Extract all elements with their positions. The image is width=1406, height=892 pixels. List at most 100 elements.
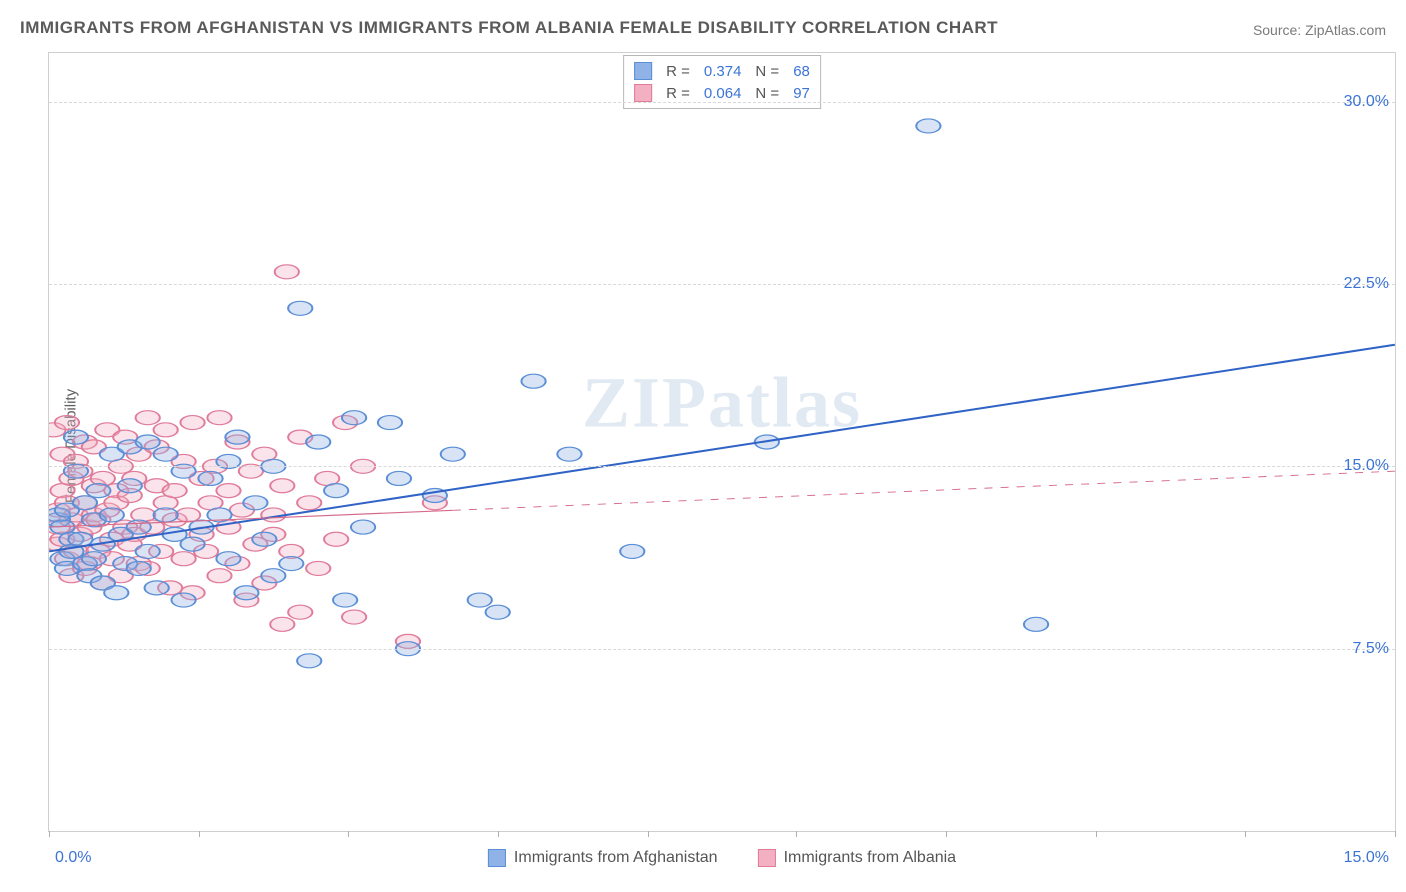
scatter-point xyxy=(154,447,178,461)
scatter-point xyxy=(288,301,312,315)
swatch-albania xyxy=(634,84,652,102)
chart-title: IMMIGRANTS FROM AFGHANISTAN VS IMMIGRANT… xyxy=(20,18,998,38)
legend-label-afghanistan: Immigrants from Afghanistan xyxy=(514,849,718,867)
scatter-point xyxy=(136,544,160,558)
scatter-point xyxy=(441,447,465,461)
scatter-point xyxy=(216,484,240,498)
scatter-point xyxy=(297,654,321,668)
n-value-albania: 97 xyxy=(793,85,810,102)
scatter-point xyxy=(225,430,249,444)
scatter-plot-svg xyxy=(49,53,1395,831)
trend-line-dashed xyxy=(453,471,1395,510)
scatter-point xyxy=(100,508,124,522)
gridline xyxy=(49,466,1395,467)
scatter-point xyxy=(127,520,151,534)
scatter-point xyxy=(104,586,128,600)
r-value-albania: 0.064 xyxy=(704,85,742,102)
x-tick-mark xyxy=(648,831,649,837)
scatter-point xyxy=(154,508,178,522)
scatter-point xyxy=(180,416,204,430)
scatter-point xyxy=(64,430,88,444)
scatter-point xyxy=(136,435,160,449)
scatter-point xyxy=(180,537,204,551)
scatter-point xyxy=(468,593,492,607)
scatter-point xyxy=(270,479,294,493)
scatter-point xyxy=(387,471,411,485)
scatter-point xyxy=(261,569,285,583)
scatter-point xyxy=(171,593,195,607)
scatter-point xyxy=(916,119,940,133)
legend-item-afghanistan: Immigrants from Afghanistan xyxy=(488,849,718,867)
legend-swatch-albania xyxy=(758,849,776,867)
scatter-point xyxy=(86,484,110,498)
scatter-point xyxy=(73,496,97,510)
scatter-point xyxy=(333,593,357,607)
x-tick-mark xyxy=(1245,831,1246,837)
scatter-point xyxy=(207,569,231,583)
x-tick-mark xyxy=(1096,831,1097,837)
x-tick-mark xyxy=(498,831,499,837)
scatter-point xyxy=(620,544,644,558)
scatter-point xyxy=(91,471,115,485)
x-tick-mark xyxy=(199,831,200,837)
n-label: N = xyxy=(755,63,779,80)
scatter-point xyxy=(176,508,200,522)
x-axis-start-label: 0.0% xyxy=(55,849,91,867)
scatter-point xyxy=(68,532,92,546)
scatter-point xyxy=(171,552,195,566)
scatter-point xyxy=(486,605,510,619)
stats-row-afghanistan: R = 0.374 N = 68 xyxy=(634,60,810,82)
scatter-point xyxy=(275,265,299,279)
scatter-point xyxy=(136,411,160,425)
scatter-point xyxy=(252,532,276,546)
scatter-point xyxy=(297,496,321,510)
x-tick-mark xyxy=(946,831,947,837)
y-tick-label: 15.0% xyxy=(1344,457,1389,475)
scatter-point xyxy=(216,552,240,566)
scatter-point xyxy=(154,423,178,437)
x-tick-mark xyxy=(49,831,50,837)
bottom-legend: Immigrants from Afghanistan Immigrants f… xyxy=(488,849,956,867)
scatter-point xyxy=(306,435,330,449)
legend-item-albania: Immigrants from Albania xyxy=(758,849,957,867)
gridline xyxy=(49,649,1395,650)
gridline xyxy=(49,102,1395,103)
scatter-point xyxy=(270,617,294,631)
scatter-point xyxy=(207,411,231,425)
scatter-point xyxy=(198,471,222,485)
scatter-point xyxy=(342,411,366,425)
x-tick-mark xyxy=(1395,831,1396,837)
scatter-point xyxy=(145,581,169,595)
source-prefix: Source: xyxy=(1253,22,1305,38)
x-tick-mark xyxy=(348,831,349,837)
scatter-point xyxy=(521,374,545,388)
n-label: N = xyxy=(755,85,779,102)
scatter-point xyxy=(279,557,303,571)
scatter-point xyxy=(127,561,151,575)
swatch-afghanistan xyxy=(634,62,652,80)
scatter-point xyxy=(378,416,402,430)
scatter-point xyxy=(234,586,258,600)
scatter-point xyxy=(243,496,267,510)
scatter-point xyxy=(82,552,106,566)
gridline xyxy=(49,284,1395,285)
scatter-point xyxy=(163,484,187,498)
scatter-point xyxy=(351,520,375,534)
r-value-afghanistan: 0.374 xyxy=(704,63,742,80)
source-name: ZipAtlas.com xyxy=(1305,22,1386,38)
y-tick-label: 7.5% xyxy=(1353,640,1389,658)
scatter-point xyxy=(557,447,581,461)
source-label: Source: ZipAtlas.com xyxy=(1253,22,1386,38)
scatter-point xyxy=(55,416,79,430)
y-tick-label: 30.0% xyxy=(1344,93,1389,111)
scatter-point xyxy=(324,532,348,546)
chart-area: ZIPatlas R = 0.374 N = 68 R = 0.064 N = … xyxy=(48,52,1396,832)
scatter-point xyxy=(342,610,366,624)
scatter-point xyxy=(306,561,330,575)
scatter-point xyxy=(324,484,348,498)
y-tick-label: 22.5% xyxy=(1344,275,1389,293)
trend-line xyxy=(49,345,1395,552)
scatter-point xyxy=(288,605,312,619)
r-label: R = xyxy=(666,85,690,102)
x-tick-mark xyxy=(796,831,797,837)
